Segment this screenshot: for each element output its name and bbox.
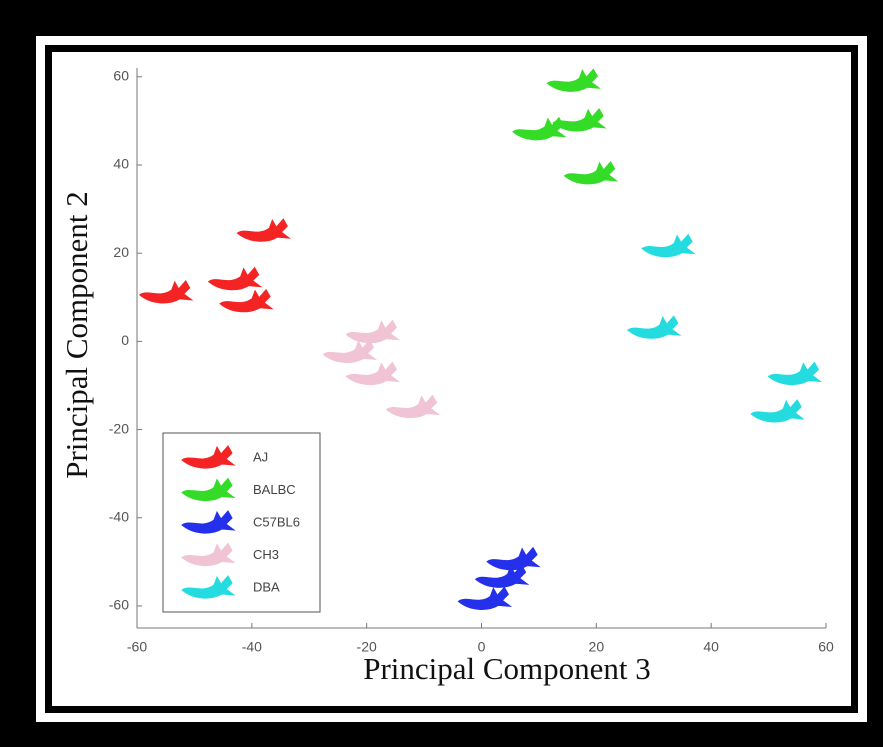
y-tick-label: 60	[113, 68, 129, 84]
y-tick-label: 20	[113, 244, 129, 260]
marker	[138, 280, 194, 304]
legend-label: AJ	[253, 449, 268, 464]
y-axis-label: Principal Component 2	[59, 191, 94, 479]
marker	[457, 586, 513, 610]
x-tick-label: 40	[703, 639, 719, 655]
marker	[563, 160, 619, 185]
x-tick-label: -40	[242, 639, 262, 655]
marker	[750, 399, 805, 423]
legend-marker	[181, 542, 236, 567]
marker	[345, 361, 401, 385]
legend-label: CH3	[253, 547, 279, 562]
marker	[546, 68, 602, 92]
x-tick-label: 60	[818, 639, 834, 655]
marker	[552, 108, 607, 132]
y-tick-label: 40	[113, 156, 129, 172]
legend-label: BALBC	[253, 482, 296, 497]
legend-marker	[181, 575, 236, 599]
x-tick-label: 20	[589, 639, 605, 655]
legend-label: DBA	[253, 579, 280, 594]
legend-marker	[181, 477, 236, 502]
legend-label: C57BL6	[253, 514, 300, 529]
marker	[512, 116, 567, 141]
marker	[767, 361, 823, 385]
y-tick-label: 0	[121, 332, 129, 348]
x-tick-label: -20	[357, 639, 377, 655]
marker	[345, 319, 401, 344]
marker	[219, 288, 274, 313]
marker	[641, 233, 696, 258]
legend-marker	[181, 510, 236, 534]
legend-marker	[181, 445, 236, 469]
x-tick-label: 0	[478, 639, 486, 655]
x-axis-label: Principal Component 3	[363, 651, 651, 686]
marker	[236, 218, 292, 242]
marker	[207, 266, 263, 291]
marker	[486, 546, 541, 571]
y-tick-label: -40	[109, 508, 129, 524]
marker	[322, 339, 378, 363]
marker	[474, 564, 530, 588]
y-tick-label: -20	[109, 420, 129, 436]
marker	[385, 394, 441, 419]
marker	[626, 315, 682, 339]
y-tick-label: -60	[109, 597, 129, 613]
x-tick-label: -60	[127, 639, 147, 655]
